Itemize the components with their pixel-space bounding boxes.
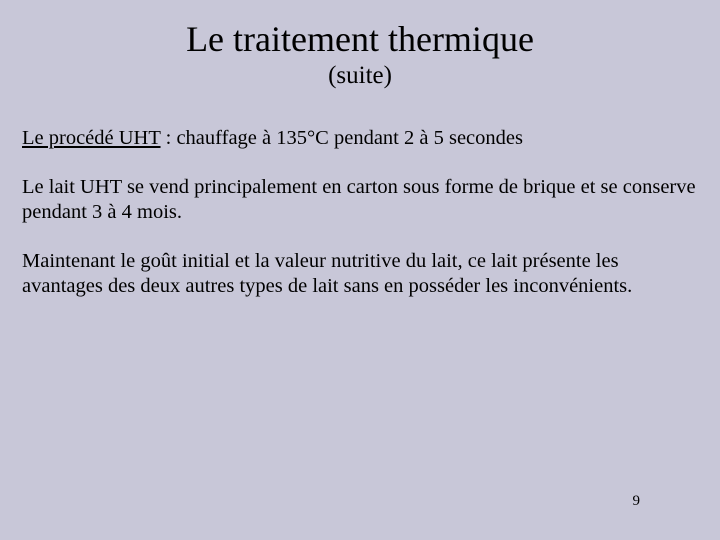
slide: Le traitement thermique (suite) Le procé… — [0, 0, 720, 540]
paragraph-1-lead: Le procédé UHT — [22, 127, 161, 149]
slide-subtitle: (suite) — [22, 62, 698, 90]
slide-title: Le traitement thermique — [22, 18, 698, 60]
paragraph-3: Maintenant le goût initial et la valeur … — [22, 249, 698, 299]
page-number: 9 — [633, 493, 641, 510]
slide-body: Le procédé UHT : chauffage à 135°C penda… — [22, 126, 698, 299]
paragraph-1-rest: : chauffage à 135°C pendant 2 à 5 second… — [161, 127, 523, 149]
paragraph-2: Le lait UHT se vend principalement en ca… — [22, 175, 698, 225]
paragraph-1: Le procédé UHT : chauffage à 135°C penda… — [22, 126, 698, 151]
